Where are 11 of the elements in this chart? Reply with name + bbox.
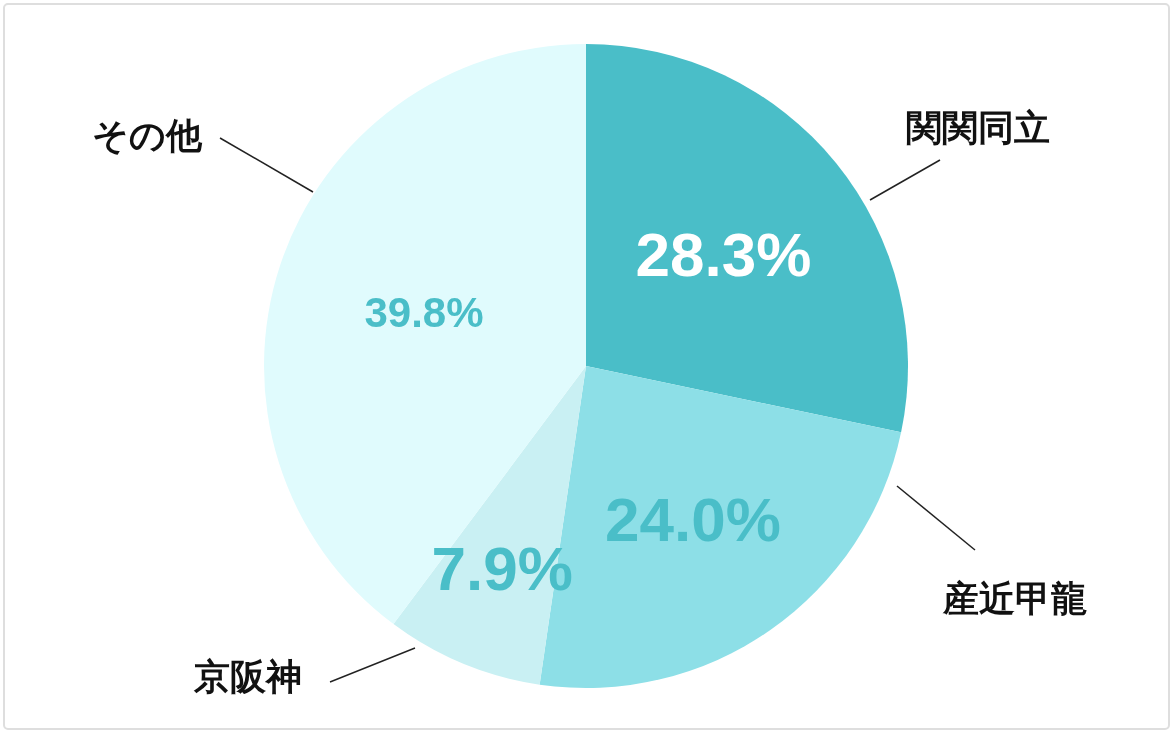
slice-label: その他 [92,114,203,156]
slice-label: 関関同立 [906,106,1050,148]
pie-slice [393,366,586,685]
data-label: 24.0% [605,484,781,554]
slice-label: 産近甲龍 [942,577,1087,619]
pie-slice [264,44,586,625]
slice-label: 京阪神 [193,655,302,697]
pie-slice [586,44,908,433]
data-label: 28.3% [635,219,812,289]
data-label: 39.8% [364,288,484,336]
data-label: 7.9% [431,533,573,603]
